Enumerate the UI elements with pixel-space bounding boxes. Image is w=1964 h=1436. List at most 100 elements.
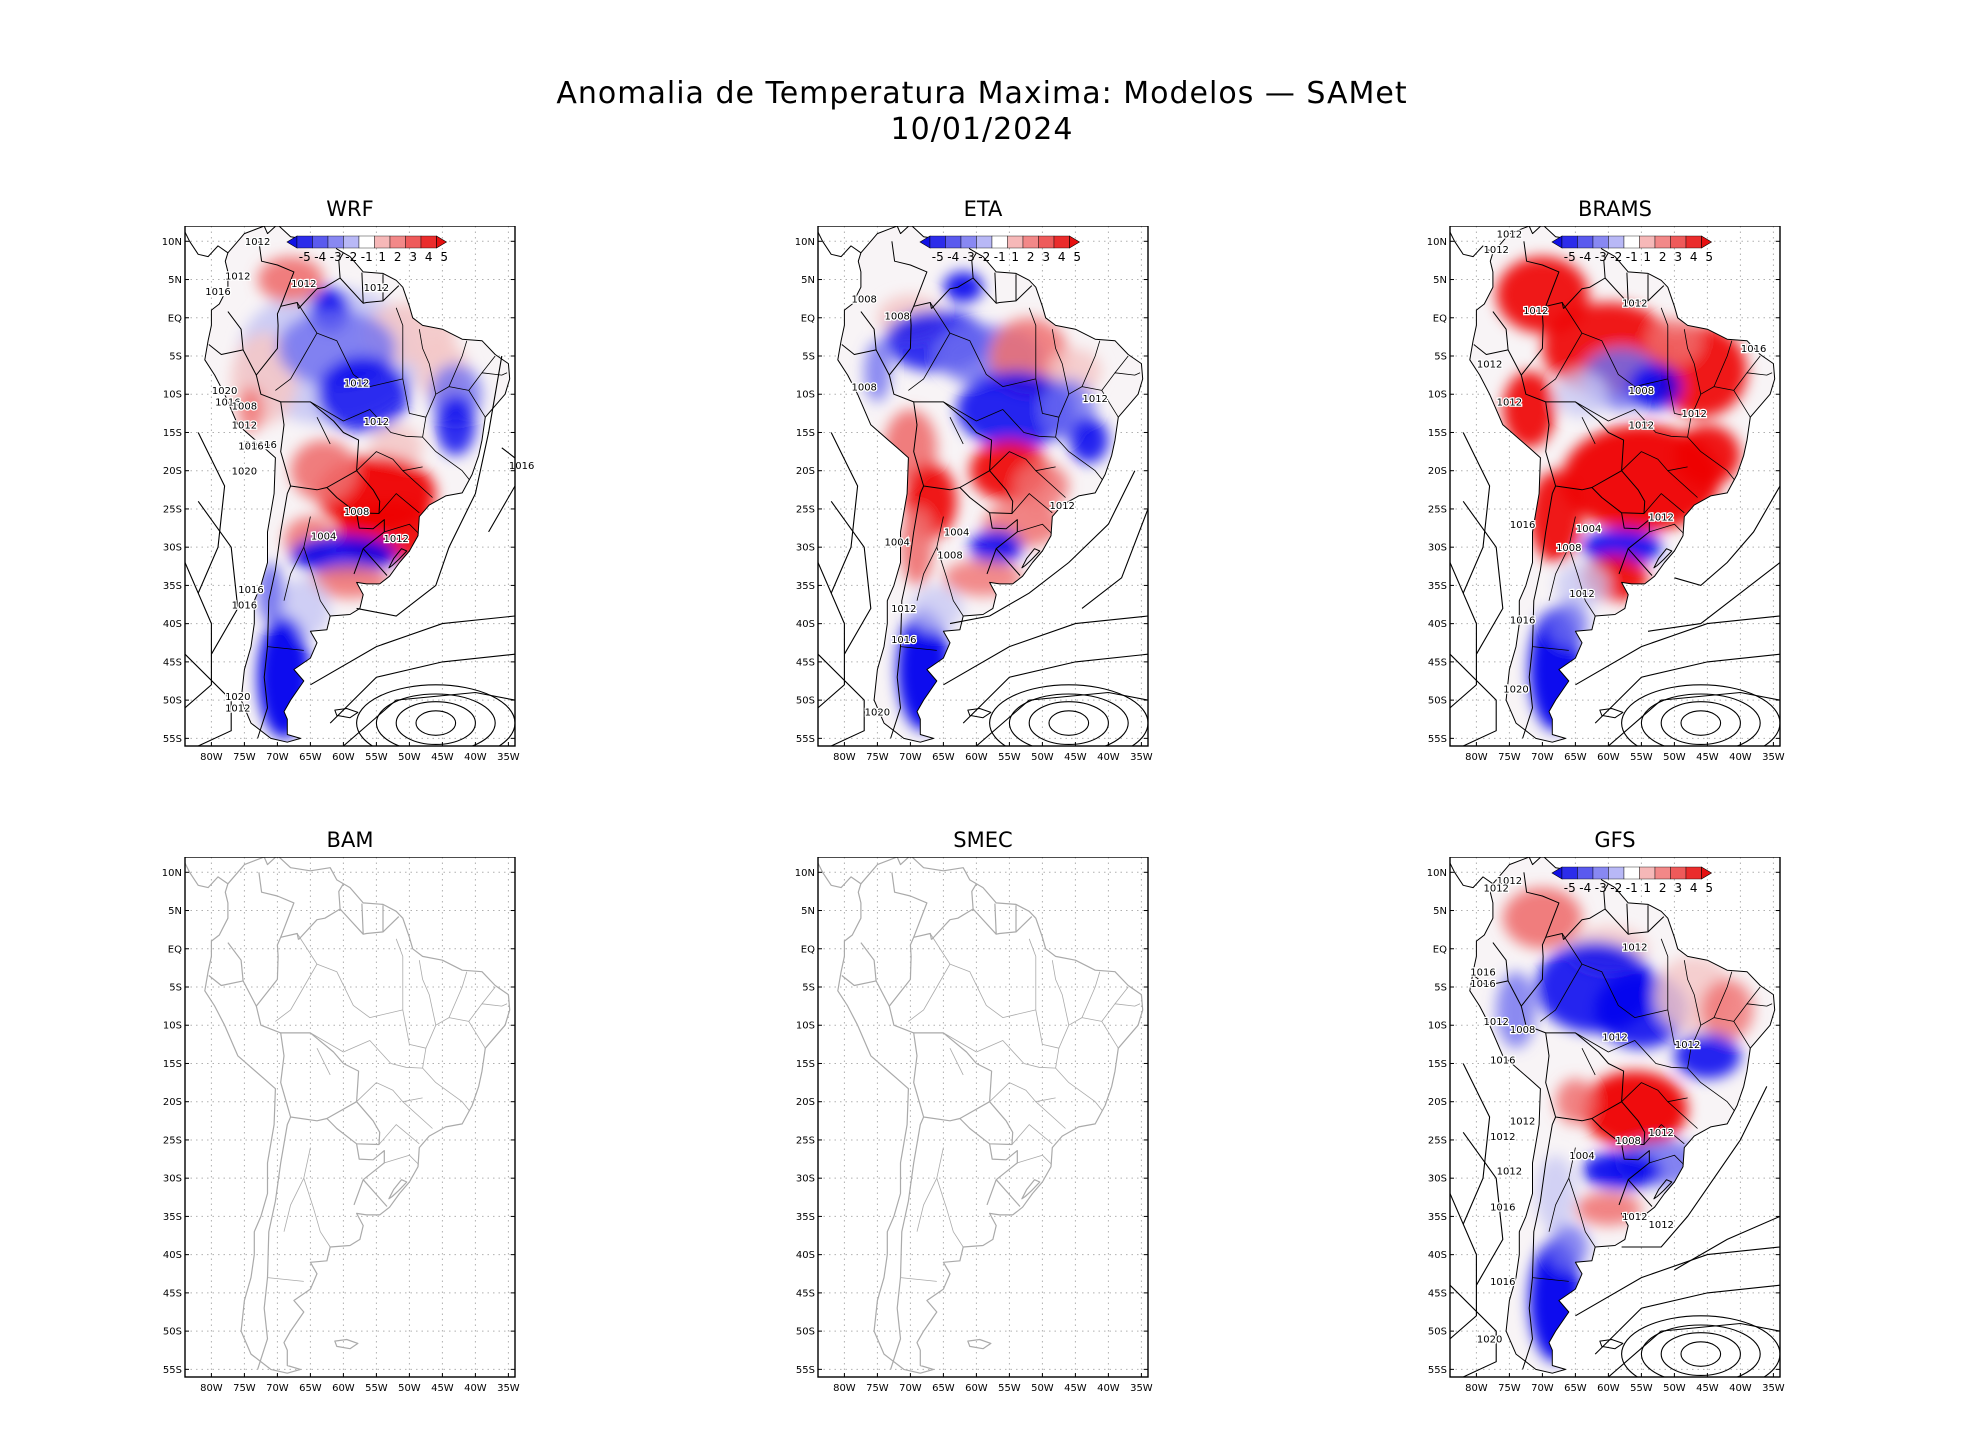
colorbar-label: -4 (314, 250, 326, 264)
lat-label: 55S (163, 734, 182, 745)
lat-label: 20S (1428, 466, 1447, 477)
lat-label: 5S (802, 983, 815, 994)
lat-label: 35S (163, 581, 182, 592)
colorbar-label: 5 (1705, 250, 1713, 264)
lat-label: 20S (796, 1097, 815, 1108)
map-frame: 10N 5N EQ 5S 10S 15S 20S 25S 30S 35S 40S 45S 50S 55S 8… (773, 857, 1193, 1412)
central-america-coast (817, 231, 862, 258)
map-svg: 1012 1012 1012 1012 1016 1012 1012 1008 1012 1012… (1427, 226, 1785, 763)
country-border (891, 241, 928, 307)
isobar-line (185, 562, 212, 709)
country-border (913, 401, 993, 491)
state-border (936, 1178, 964, 1248)
map-lines (1449, 857, 1776, 1374)
isobar-label: 1016 (1510, 520, 1535, 531)
colorbar-label: 5 (440, 250, 448, 264)
isobar-label: 1004 (1576, 524, 1601, 535)
anomaly-blob (1549, 1224, 1589, 1270)
colorbar-label: -5 (1564, 881, 1576, 895)
isobar-label: 1016 (232, 600, 257, 611)
lon-label: 55W (365, 752, 388, 763)
colorbar-label: -5 (299, 250, 311, 264)
anomaly-blob (1529, 470, 1582, 563)
panel-title: SMEC (953, 828, 1013, 852)
anomaly-blob (1674, 1032, 1741, 1079)
lon-label: 70W (899, 1383, 922, 1394)
lat-label: 5N (168, 906, 182, 917)
plot-area (818, 857, 1148, 1377)
state-border (1081, 340, 1101, 387)
lon-label: 45W (1064, 1383, 1087, 1394)
isobar-line (197, 432, 226, 594)
state-border (303, 547, 331, 617)
isobar-line (310, 615, 515, 686)
country-border (994, 903, 997, 935)
lat-label: 50S (1428, 1327, 1447, 1338)
isobar-line (329, 653, 515, 724)
state-border (1101, 372, 1141, 391)
isobar-label: 1020 (232, 467, 257, 478)
panel-title: WRF (326, 197, 374, 221)
map-svg: 1012101210161012101210121020101610081012… (162, 226, 536, 763)
country-border (227, 311, 257, 376)
panel-gfs: GFS 1012 1012 1012 1016 1016 1012 1008 1012 1012… (1405, 827, 1825, 1427)
coastline (1469, 226, 1776, 743)
country-border (255, 302, 299, 403)
isobar-line (1594, 1284, 1780, 1355)
anomaly-blob (1674, 424, 1741, 486)
country-border (1626, 272, 1629, 304)
axis-ticks: 10N 5N EQ 5S 10S 15S 20S 25S 30S 35S 40S 45S 50S 55S 8… (1427, 868, 1785, 1394)
isobar-ring (1640, 693, 1761, 746)
isobar-label: 1012 (364, 283, 389, 294)
isobar-label: 1012 (1648, 1220, 1673, 1231)
isobar-label: 1008 (1629, 386, 1654, 397)
colorbar-label: -2 (345, 250, 357, 264)
colorbar-label: 5 (1073, 250, 1081, 264)
isobar-label: 1012 (1510, 1117, 1535, 1128)
colorbar-label: -1 (1626, 250, 1638, 264)
state-border (422, 436, 470, 481)
anomaly-blob (237, 386, 265, 433)
axis-ticks: 10N 5N EQ 5S 10S 15S 20S 25S 30S 35S 40S 45S 50S 55S 8… (162, 237, 520, 763)
state-border (1667, 470, 1698, 498)
isobar-line (1450, 562, 1477, 709)
lat-label: 10N (1427, 868, 1447, 879)
panel-smec: SMEC 10N 5N EQ 5S 10S 15S 20S 25S 30S 35S 40S 45S 50… (773, 827, 1193, 1427)
isobar-label: 1004 (311, 532, 336, 543)
anomaly-blob (290, 440, 357, 502)
state-border (1746, 355, 1761, 374)
state-border (418, 960, 437, 1026)
isobar-line (830, 500, 872, 655)
state-border (468, 1003, 508, 1022)
map-svg: 10N 5N EQ 5S 10S 15S 20S 25S 30S 35S 40S 45S 50S 55S 8… (162, 857, 520, 1394)
isobar-label: 1012 (1497, 398, 1522, 409)
country-border (1626, 903, 1629, 935)
isobars (185, 355, 515, 746)
state-border (395, 938, 404, 1010)
colorbar-swatch (1654, 866, 1671, 880)
country-border (1618, 512, 1650, 575)
country-border (931, 883, 977, 941)
isobar-label: 1004 (884, 538, 909, 549)
state-border (1051, 329, 1070, 395)
lat-label: 10S (796, 390, 815, 401)
state-border (1687, 436, 1735, 481)
lon-label: 60W (332, 1383, 355, 1394)
state-border (296, 302, 403, 387)
lon-label: 35W (1130, 752, 1153, 763)
state-border (1667, 378, 1691, 418)
lat-label: 40S (163, 619, 182, 630)
isobar-label: 1008 (344, 507, 369, 518)
country-border (994, 272, 997, 304)
isobar-label: 1012 (1483, 245, 1508, 256)
isobar-line (1462, 1063, 1491, 1225)
plot-frame (184, 857, 516, 1378)
coastline (204, 226, 511, 743)
state-border (1035, 378, 1059, 418)
anomaly-blob (910, 585, 964, 632)
lat-label: 50S (796, 1327, 815, 1338)
colorbar-label: 4 (1690, 250, 1698, 264)
lat-label: 45S (796, 1288, 815, 1299)
lon-label: 65W (1564, 1383, 1587, 1394)
lon-label: 45W (1696, 1383, 1719, 1394)
